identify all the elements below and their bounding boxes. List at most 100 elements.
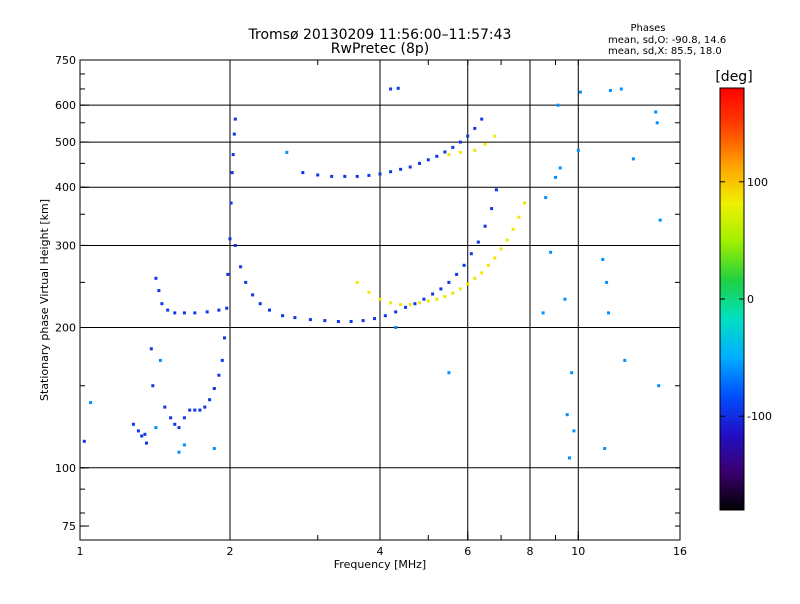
echo-point [451,145,455,149]
echo-point [480,117,484,121]
echo-point [418,161,421,165]
phases-x-mode: mean, sd,X: 85.5, 18.0 [608,46,722,57]
x-tick-label: 2 [227,545,234,558]
echo-point [177,450,181,454]
echo-point [451,291,455,295]
echo-point [458,140,462,144]
echo-point [373,317,376,321]
echo-point [462,263,466,267]
echo-point [455,272,459,276]
echo-point [232,132,236,136]
echo-point [473,148,477,152]
y-tick-label: 600 [55,99,76,112]
echo-point [607,311,610,315]
echo-point [383,314,387,318]
x-tick-label: 1 [77,545,84,558]
echo-point [89,401,93,405]
echo-point [160,302,164,306]
echo-point [603,447,607,450]
echo-point [149,347,153,351]
echo-point [443,295,447,299]
echo-point [549,250,553,254]
echo-point [361,319,365,323]
echo-point [389,170,393,174]
x-tick-label: 6 [464,545,471,558]
echo-point [169,416,173,420]
echo-point [394,310,398,314]
x-tick-label: 10 [571,545,585,558]
echo-point [355,280,359,284]
echo-point [511,227,515,231]
echo-point [499,247,503,251]
echo-point [389,87,393,91]
echo-point [239,265,243,269]
echo-point [394,326,398,329]
echo-point [293,316,297,320]
echo-point [233,244,237,247]
echo-point [558,166,562,170]
echo-point [336,320,340,323]
echo-point [343,174,347,178]
echo-point [225,306,229,310]
echo-point [399,167,403,171]
echo-point [608,89,612,92]
echo-point [378,297,382,301]
echo-point [473,276,477,280]
echo-point [493,134,497,138]
echo-point [568,456,571,460]
echo-point [447,153,451,157]
echo-point [268,308,271,312]
y-tick-label: 400 [55,181,76,194]
echo-point [619,87,623,91]
echo-point [447,371,451,375]
echo-point [229,201,233,205]
echo-point [182,416,186,420]
echo-point [258,302,262,306]
phases-heading: Phases [630,23,665,34]
echo-point [578,90,582,94]
echo-point [367,290,371,294]
echo-point [217,373,221,377]
echo-point [631,157,635,161]
echo-point [193,311,197,315]
colorbar-label: [deg] [715,69,752,85]
echo-point [203,405,207,409]
echo-point [458,150,462,154]
y-axis-label: Stationary phase Virtual Height [km] [38,199,51,401]
echo-point [523,201,526,205]
echo-point [316,173,320,177]
echo-point [188,408,192,412]
echo-point [355,174,359,178]
echo-point [308,318,312,322]
x-tick-label: 4 [377,545,384,558]
echo-point [435,297,439,301]
echo-point [173,422,177,426]
y-tick-label: 300 [55,239,76,252]
echo-point [223,336,226,340]
echo-point [476,240,480,244]
echo-point [408,303,412,307]
echo-point [466,134,470,138]
echo-point [563,297,567,301]
echo-point [404,305,407,309]
echo-point [541,311,545,315]
echo-point [281,314,285,318]
echo-point [572,429,576,433]
echo-point [435,154,439,158]
echo-point [447,280,451,284]
x-axis-label: Frequency [MHz] [334,558,426,571]
colorbar: 100 0 -100 [719,87,772,511]
echo-point [408,165,412,169]
echo-point [473,126,477,130]
echo-point [182,311,186,315]
colorbar-tick-label: 0 [747,293,754,306]
echo-point [480,271,484,275]
echo-point [458,287,462,291]
echo-point [251,293,255,297]
echo-point [378,172,382,176]
echo-point [654,110,658,114]
echo-point [230,171,234,175]
echo-point [349,320,353,323]
echo-point [131,422,135,426]
